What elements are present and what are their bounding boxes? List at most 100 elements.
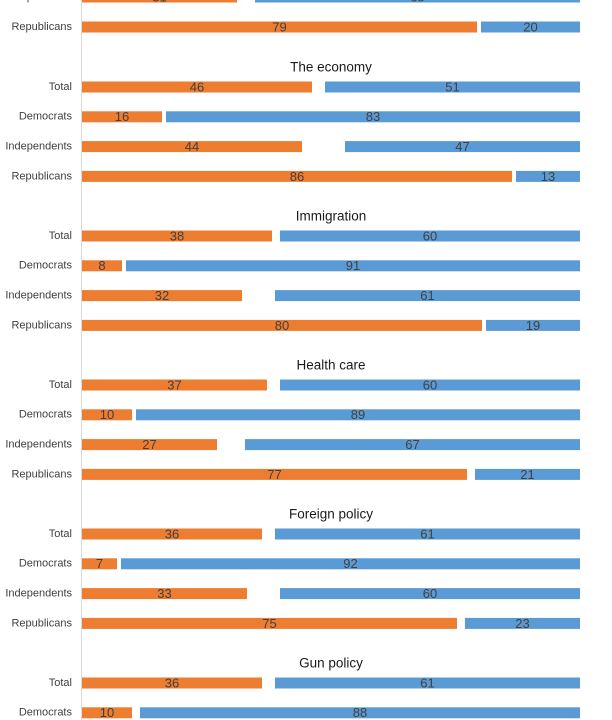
value-label-orange-panel-independents: 31 <box>152 0 166 4</box>
value-label-blue-foreign-policy-democrats: 92 <box>343 556 357 571</box>
value-label-orange-health-care-democrats: 10 <box>100 407 114 422</box>
value-label-blue-immigration-independents: 61 <box>420 288 434 303</box>
bar-orange-health-care-independents <box>82 439 217 451</box>
value-label-orange-gun-policy-democrats: 10 <box>100 705 114 720</box>
value-label-orange-gun-policy-total: 36 <box>165 675 179 690</box>
bar-blue-panel-independents <box>255 0 580 3</box>
category-label-foreign-policy-republicans: Republicans <box>11 617 72 629</box>
bar-orange-gun-policy-democrats <box>82 707 132 719</box>
value-label-blue-the-economy-independents: 47 <box>455 139 469 154</box>
value-label-blue-the-economy-democrats: 83 <box>366 109 380 124</box>
category-label-panel-republicans: Republicans <box>11 21 72 33</box>
bar-orange-foreign-policy-independents <box>82 588 247 600</box>
value-label-orange-immigration-total: 38 <box>170 228 184 243</box>
bar-orange-panel-republicans <box>82 21 477 33</box>
bar-orange-foreign-policy-republicans <box>82 617 457 629</box>
category-label-immigration-democrats: Democrats <box>19 260 73 272</box>
bar-orange-immigration-total <box>82 230 272 242</box>
bar-blue-health-care-total <box>280 379 580 391</box>
panel-title-the-economy: The economy <box>290 60 372 75</box>
bar-orange-foreign-policy-democrats <box>82 558 117 570</box>
value-label-orange-panel-republicans: 79 <box>272 19 286 34</box>
value-label-blue-panel-republicans: 20 <box>523 19 537 34</box>
bar-orange-health-care-democrats <box>82 409 132 421</box>
bar-blue-the-economy-total <box>325 81 580 93</box>
value-label-blue-panel-independents: 65 <box>410 0 424 4</box>
bar-blue-gun-policy-total <box>275 677 580 689</box>
value-label-blue-gun-policy-total: 61 <box>420 675 434 690</box>
category-label-immigration-republicans: Republicans <box>11 319 72 331</box>
bar-blue-immigration-republicans <box>486 319 580 331</box>
bar-blue-panel-republicans <box>481 21 580 33</box>
value-label-orange-health-care-independents: 27 <box>142 437 156 452</box>
bar-orange-gun-policy-total <box>82 677 262 689</box>
bar-blue-the-economy-democrats <box>166 111 580 123</box>
bar-orange-immigration-democrats <box>82 260 122 272</box>
value-label-blue-health-care-democrats: 89 <box>351 407 365 422</box>
category-label-health-care-total: Total <box>49 379 72 391</box>
value-label-orange-the-economy-total: 46 <box>190 79 204 94</box>
panel-title-health-care: Health care <box>296 358 365 373</box>
value-label-blue-health-care-total: 60 <box>423 377 437 392</box>
value-label-blue-immigration-republicans: 19 <box>526 318 540 333</box>
bar-blue-the-economy-independents <box>345 141 580 153</box>
value-label-blue-the-economy-total: 51 <box>445 79 459 94</box>
category-label-health-care-independents: Independents <box>5 439 72 451</box>
bar-blue-the-economy-republicans <box>516 170 580 182</box>
value-label-orange-health-care-total: 37 <box>167 377 181 392</box>
category-label-health-care-republicans: Republicans <box>11 468 72 480</box>
category-label-the-economy-independents: Independents <box>5 141 72 153</box>
value-label-blue-foreign-policy-independents: 60 <box>423 586 437 601</box>
bar-blue-foreign-policy-republicans <box>465 617 580 629</box>
value-label-orange-health-care-republicans: 77 <box>267 467 281 482</box>
bar-orange-health-care-republicans <box>82 468 467 480</box>
panel-title-foreign-policy: Foreign policy <box>289 507 373 522</box>
value-label-blue-foreign-policy-total: 61 <box>420 526 434 541</box>
category-label-health-care-democrats: Democrats <box>19 409 73 421</box>
bar-blue-immigration-total <box>280 230 580 242</box>
category-label-gun-policy-total: Total <box>49 677 72 689</box>
category-label-panel-independents: Independents <box>5 0 72 3</box>
value-label-orange-the-economy-republicans: 86 <box>290 169 304 184</box>
value-label-blue-gun-policy-democrats: 88 <box>353 705 367 720</box>
value-label-orange-foreign-policy-independents: 33 <box>157 586 171 601</box>
value-label-blue-health-care-independents: 67 <box>405 437 419 452</box>
category-label-the-economy-democrats: Democrats <box>19 111 73 123</box>
category-label-immigration-total: Total <box>49 230 72 242</box>
value-label-blue-foreign-policy-republicans: 23 <box>515 616 529 631</box>
panel-title-gun-policy: Gun policy <box>299 656 363 671</box>
value-label-orange-the-economy-democrats: 16 <box>115 109 129 124</box>
bar-blue-foreign-policy-independents <box>280 588 580 600</box>
value-label-blue-health-care-republicans: 21 <box>520 467 534 482</box>
panel-title-immigration: Immigration <box>296 209 367 224</box>
bar-orange-immigration-republicans <box>82 319 482 331</box>
bar-blue-health-care-independents <box>245 439 580 451</box>
bar-blue-health-care-democrats <box>136 409 580 421</box>
bar-blue-immigration-democrats <box>126 260 580 272</box>
value-label-orange-the-economy-independents: 44 <box>185 139 199 154</box>
value-label-blue-immigration-democrats: 91 <box>346 258 360 273</box>
value-label-blue-the-economy-republicans: 13 <box>541 169 555 184</box>
bar-blue-foreign-policy-total <box>275 528 580 540</box>
category-label-the-economy-total: Total <box>49 81 72 93</box>
category-label-foreign-policy-democrats: Democrats <box>19 558 73 570</box>
bar-orange-the-economy-total <box>82 81 312 93</box>
category-label-foreign-policy-total: Total <box>49 528 72 540</box>
bar-blue-foreign-policy-democrats <box>121 558 580 570</box>
bar-orange-foreign-policy-total <box>82 528 262 540</box>
category-label-the-economy-republicans: Republicans <box>11 170 72 182</box>
bar-orange-health-care-total <box>82 379 267 391</box>
value-label-orange-immigration-republicans: 80 <box>275 318 289 333</box>
category-label-immigration-independents: Independents <box>5 290 72 302</box>
value-label-orange-foreign-policy-total: 36 <box>165 526 179 541</box>
bar-blue-gun-policy-democrats <box>140 707 580 719</box>
bar-orange-immigration-independents <box>82 290 242 302</box>
value-label-orange-foreign-policy-democrats: 7 <box>96 556 103 571</box>
value-label-orange-immigration-independents: 32 <box>155 288 169 303</box>
bar-orange-the-economy-republicans <box>82 170 512 182</box>
category-label-foreign-policy-independents: Independents <box>5 588 72 600</box>
bar-orange-panel-independents <box>82 0 237 3</box>
value-label-blue-immigration-total: 60 <box>423 228 437 243</box>
category-label-gun-policy-democrats: Democrats <box>19 707 73 719</box>
